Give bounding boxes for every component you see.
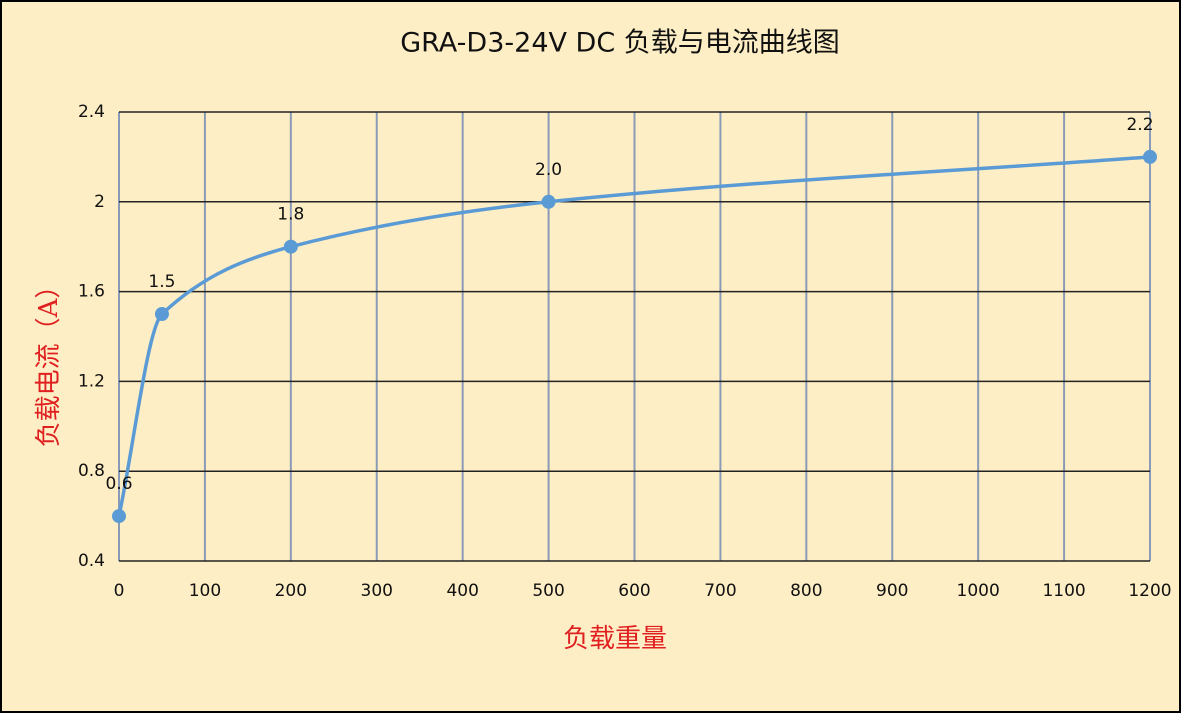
y-axis-label: 负载电流（A）	[34, 273, 64, 448]
x-tick-label: 1100	[1042, 581, 1085, 601]
x-tick-label: 600	[618, 581, 650, 601]
x-tick-label: 100	[189, 581, 221, 601]
y-tick-label: 2.4	[78, 102, 105, 122]
y-tick-label: 0.4	[78, 551, 105, 571]
data-label: 2.0	[535, 160, 562, 180]
line	[117, 155, 1151, 517]
marker	[283, 239, 298, 254]
x-tick-label: 800	[790, 581, 822, 601]
x-tick-label: 1000	[957, 581, 1000, 601]
x-tick-label: 1200	[1128, 581, 1171, 601]
x-axis-label: 负载重量	[563, 624, 667, 654]
y-tick-label: 1.6	[78, 282, 105, 302]
chart-title: GRA-D3-24V DC 负载与电流曲线图	[400, 28, 840, 59]
data-label: 0.6	[105, 474, 132, 494]
marker	[112, 509, 126, 524]
data-label: 1.8	[277, 205, 304, 225]
marker	[1143, 149, 1157, 164]
x-tick-label: 0	[114, 581, 125, 601]
y-tick-label: 2	[94, 192, 105, 212]
x-tick-label: 300	[361, 581, 393, 601]
marker	[541, 194, 556, 209]
x-tick-label: 500	[532, 581, 564, 601]
plot: 0.6 1.5 1.8 2.0 2.2	[105, 115, 1157, 524]
x-tick-label: 700	[704, 581, 736, 601]
x-tick-label: 400	[446, 581, 478, 601]
x-tick-label: 900	[876, 581, 908, 601]
data-label: 1.5	[148, 272, 175, 292]
y-tick-label: 0.8	[78, 461, 105, 481]
data-label: 2.2	[1126, 115, 1153, 135]
y-tick-label: 1.2	[78, 371, 105, 391]
x-tick-label: 200	[275, 581, 307, 601]
marker	[154, 307, 169, 322]
grid	[118, 111, 1151, 562]
